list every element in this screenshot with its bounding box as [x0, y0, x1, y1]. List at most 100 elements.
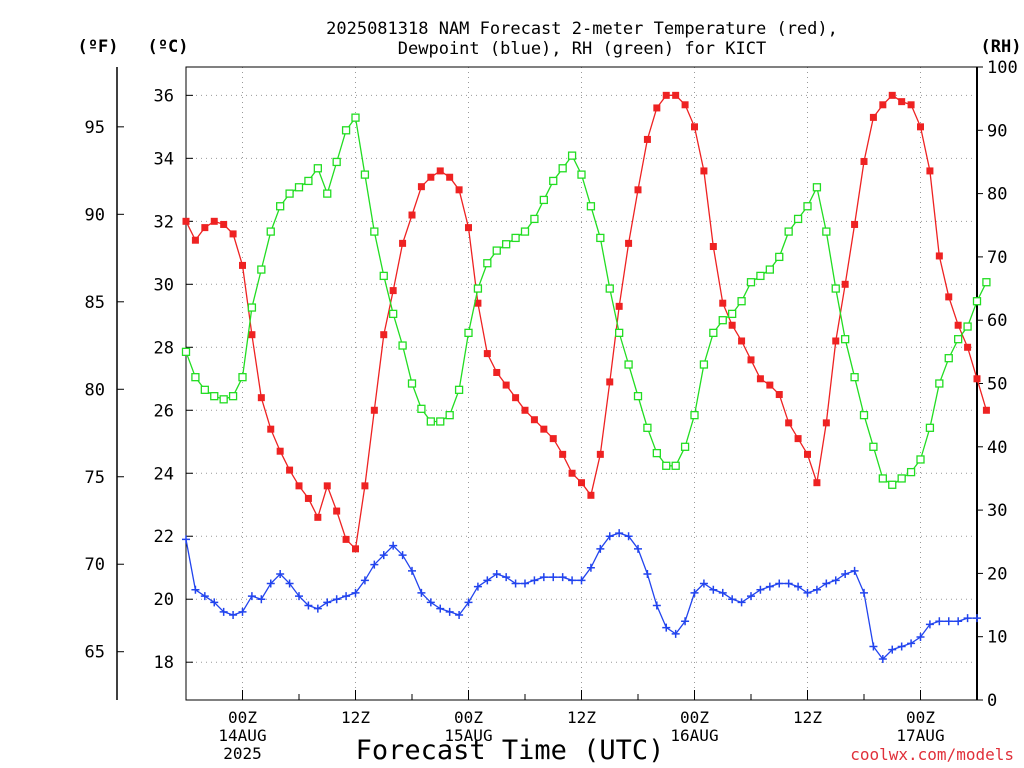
fahrenheit-tick-label: 75 [85, 468, 105, 488]
dewpoint-point [577, 576, 586, 585]
dewpoint-point [521, 579, 529, 588]
x-tick-label: 17AUG [896, 726, 944, 745]
dewpoint-point [295, 592, 303, 601]
chart-title-line: 2025081318 NAM Forecast 2-meter Temperat… [326, 19, 838, 39]
credit-label: coolwx.com/models [850, 745, 1014, 764]
celsius-tick-label: 24 [154, 464, 174, 484]
temperature-point [361, 482, 369, 490]
rh-point [662, 461, 671, 470]
rh-point [304, 176, 313, 186]
rh-point [812, 183, 822, 192]
dewpoint-point [492, 570, 501, 579]
temperature-point [276, 447, 284, 455]
dewpoint-point [822, 579, 831, 588]
rh-tick-label: 20 [987, 564, 1007, 584]
rh-point [257, 265, 266, 274]
celsius-tick-label: 32 [154, 212, 174, 232]
rh-point [332, 157, 341, 167]
temperature-point [465, 224, 472, 232]
rh-point [869, 442, 878, 451]
rh-point [351, 113, 360, 122]
rh-point [925, 423, 935, 432]
temperature-point [832, 337, 840, 345]
temperature-point [926, 167, 934, 175]
x-axis-label: Forecast Time (UTC) [356, 735, 665, 766]
rh-point [944, 354, 953, 363]
rh-point [200, 385, 209, 394]
dewpoint-point [389, 541, 398, 550]
rh-point [360, 170, 370, 179]
temperature-point [370, 406, 378, 414]
temperature-point [549, 435, 557, 443]
temperature-point [220, 220, 228, 228]
rh-point [718, 316, 727, 325]
dewpoint-point [323, 598, 332, 607]
temperature-point [804, 450, 811, 458]
temperature-point [879, 101, 887, 109]
x-tick-label: 12Z [341, 708, 370, 727]
temperature-point [888, 91, 896, 99]
x-tick-label: 14AUG [218, 726, 266, 745]
rh-point [982, 278, 991, 287]
chart-title-line: Dewpoint (blue), RH (green) for KICT [398, 39, 766, 59]
dewpoint-point [728, 595, 737, 604]
fahrenheit-tick-label: 90 [85, 205, 105, 225]
rh-point [916, 455, 925, 464]
rh-point [841, 335, 850, 344]
rh-point [323, 189, 332, 198]
rh-point [294, 183, 304, 192]
dewpoint-point [803, 588, 812, 597]
rh-point [313, 164, 322, 173]
rh-point [897, 474, 906, 483]
rh-point [699, 360, 709, 369]
temperature-point [954, 321, 962, 329]
temperature-point [982, 406, 990, 414]
rh-point [558, 164, 567, 173]
dewpoint-point [615, 529, 624, 538]
dewpoint-point [511, 579, 520, 588]
rh-point [577, 170, 586, 179]
rh-point [370, 227, 379, 236]
rh-series [181, 113, 991, 489]
rh-point [765, 265, 774, 274]
rh-point [341, 126, 351, 135]
fahrenheit-tick-label: 70 [85, 555, 105, 575]
fahrenheit-tick-label: 95 [85, 118, 105, 138]
rh-tick-label: 0 [987, 691, 997, 711]
temperature-point [785, 419, 793, 427]
rh-tick-label: 90 [987, 121, 1007, 141]
dewpoint-point [869, 642, 878, 651]
rh-point [219, 395, 228, 404]
dewpoint-point [775, 579, 784, 588]
x-tick-label: 00Z [228, 708, 257, 727]
temperature-point [427, 173, 435, 181]
x-tick-label: 12Z [793, 708, 822, 727]
rh-tick-label: 50 [987, 375, 1007, 395]
dewpoint-point [925, 620, 934, 629]
fahrenheit-tick-label: 65 [85, 643, 105, 663]
temperature-point [323, 482, 331, 490]
temperature-point [286, 466, 294, 474]
temperature-point [917, 123, 924, 131]
temperature-point [578, 479, 585, 487]
rh-point [191, 373, 200, 382]
dewpoint-point [662, 623, 671, 632]
dewpoint-point [539, 573, 548, 582]
dewpoint-point [888, 645, 897, 654]
rh-point [859, 410, 869, 420]
temperature-point [625, 239, 633, 247]
rh-point [831, 284, 840, 293]
rh-point [228, 392, 238, 401]
rh-point [238, 373, 247, 382]
rh-line [185, 115, 987, 486]
temperature-point [201, 224, 209, 232]
temperature-point [512, 394, 520, 402]
dewpoint-point [238, 607, 247, 616]
rh-point [596, 233, 605, 243]
rh-point [746, 278, 756, 287]
rh-point [671, 461, 680, 470]
celsius-tick-label: 26 [154, 401, 174, 421]
temperature-point [352, 545, 359, 553]
dewpoint-point [360, 576, 369, 585]
